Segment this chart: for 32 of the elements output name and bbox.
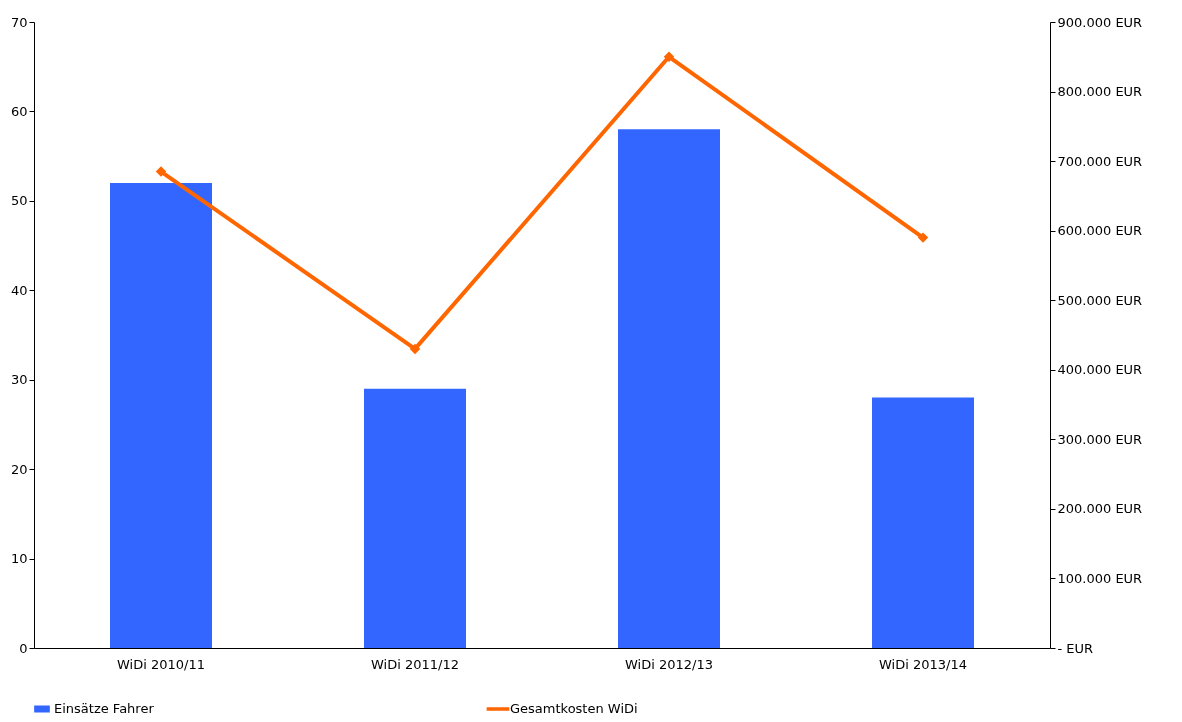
bar — [872, 397, 974, 648]
bar — [110, 182, 212, 648]
point — [155, 166, 167, 177]
y-tick-label: 60 — [10, 103, 28, 119]
y2-tick-label: 900.000 EUR — [1057, 14, 1143, 30]
y2-tick-label: 600.000 EUR — [1057, 223, 1143, 239]
y2-tick-label: 700.000 EUR — [1057, 153, 1143, 169]
y2-tick-label: 100.000 EUR — [1057, 570, 1143, 586]
y-tick-label: 0 — [19, 640, 28, 656]
x-tick-label: WiDi 2011/12 — [371, 656, 459, 672]
x-tick-label: WiDi 2012/13 — [625, 656, 713, 672]
point — [663, 51, 675, 63]
legend-label: Gesamtkosten WiDi — [510, 701, 638, 716]
y2-tick-label: 800.000 EUR — [1057, 84, 1143, 100]
y-tick-label: 20 — [10, 461, 28, 477]
y-tick-label: 70 — [10, 14, 28, 30]
bar — [364, 388, 466, 648]
y-tick-label: 10 — [10, 551, 28, 567]
x-tick-label: WiDi 2010/11 — [117, 656, 205, 672]
point — [917, 232, 929, 243]
y-tick-label: 40 — [10, 282, 28, 298]
legend-label: Einsätze Fahrer — [54, 701, 155, 716]
point — [409, 343, 421, 355]
y-tick-label: 30 — [10, 372, 28, 388]
y2-tick-label: 200.000 EUR — [1057, 501, 1143, 517]
y2-tick-label: - EUR — [1057, 640, 1094, 656]
bar — [618, 129, 720, 648]
y2-tick-label: 300.000 EUR — [1057, 431, 1143, 447]
y-tick-label: 50 — [10, 193, 28, 209]
x-tick-label: WiDi 2013/14 — [879, 656, 967, 672]
y2-tick-label: 500.000 EUR — [1057, 292, 1143, 308]
y2-tick-label: 400.000 EUR — [1057, 362, 1143, 378]
